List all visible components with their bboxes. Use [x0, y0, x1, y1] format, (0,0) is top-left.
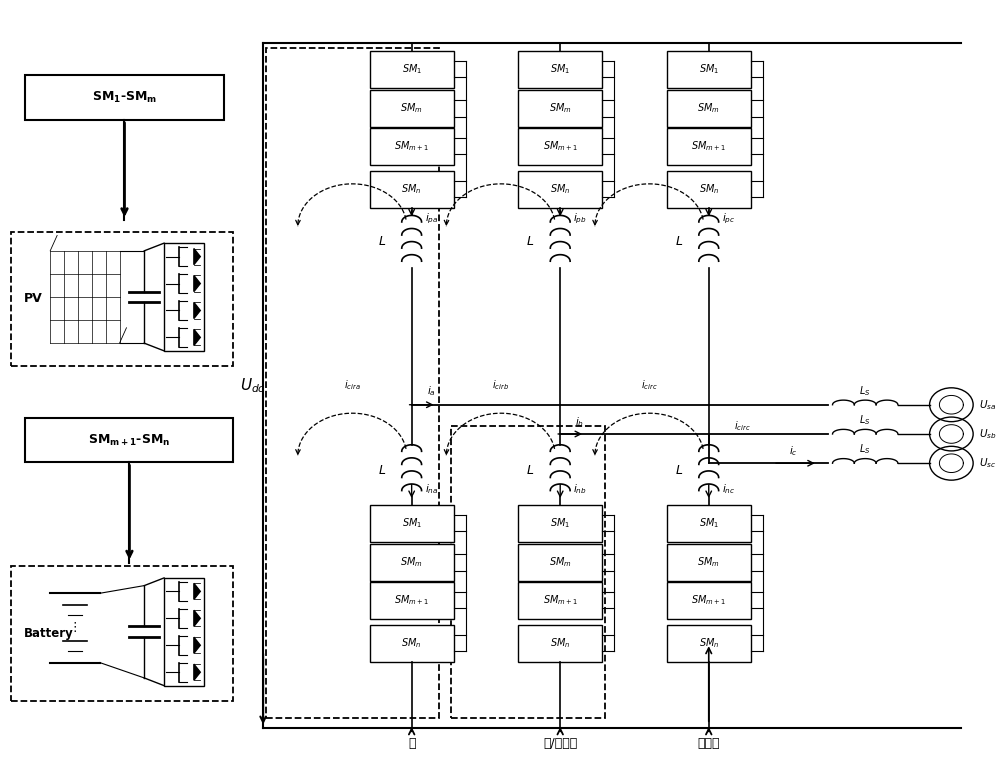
- Bar: [667, 505, 751, 542]
- Text: $i_a$: $i_a$: [427, 384, 436, 398]
- Bar: [370, 90, 454, 127]
- Text: $SM_m$: $SM_m$: [697, 556, 720, 570]
- Text: $SM_n$: $SM_n$: [699, 636, 719, 650]
- Polygon shape: [194, 302, 200, 318]
- Text: $L_S$: $L_S$: [859, 384, 871, 398]
- Text: $i_{nc}$: $i_{nc}$: [722, 483, 735, 497]
- Text: $\mathbf{SM_1}$-$\mathbf{SM_m}$: $\mathbf{SM_1}$-$\mathbf{SM_m}$: [92, 90, 157, 105]
- Text: $L$: $L$: [526, 464, 535, 477]
- Polygon shape: [194, 637, 200, 653]
- Text: $SM_n$: $SM_n$: [401, 183, 422, 196]
- Text: $SM_n$: $SM_n$: [699, 183, 719, 196]
- Bar: [11, 567, 233, 701]
- Text: 相: 相: [408, 737, 415, 750]
- Bar: [667, 128, 751, 165]
- Bar: [25, 76, 224, 120]
- Polygon shape: [194, 329, 200, 345]
- Text: $SM_{m+1}$: $SM_{m+1}$: [394, 594, 429, 607]
- Text: PV: PV: [23, 292, 42, 305]
- Polygon shape: [194, 610, 200, 626]
- Text: $SM_1$: $SM_1$: [550, 62, 570, 76]
- Text: $SM_m$: $SM_m$: [400, 556, 423, 570]
- Text: $SM_m$: $SM_m$: [549, 556, 572, 570]
- Text: $U_{sa}$: $U_{sa}$: [979, 398, 996, 412]
- Text: $L_S$: $L_S$: [859, 413, 871, 427]
- Text: $i_{circ}$: $i_{circ}$: [641, 379, 658, 392]
- Text: $L$: $L$: [526, 235, 535, 248]
- Polygon shape: [194, 248, 200, 264]
- Text: $U_{dc}$: $U_{dc}$: [240, 376, 266, 395]
- Text: $i_{cira}$: $i_{cira}$: [344, 379, 361, 392]
- Text: $i_{circ}$: $i_{circ}$: [734, 419, 750, 433]
- Bar: [164, 578, 204, 685]
- Text: $SM_n$: $SM_n$: [401, 636, 422, 650]
- Text: $i_{nb}$: $i_{nb}$: [573, 483, 587, 497]
- Text: 子模块: 子模块: [697, 737, 720, 750]
- Text: $SM_1$: $SM_1$: [402, 517, 422, 530]
- Bar: [518, 90, 602, 127]
- Text: $SM_1$: $SM_1$: [699, 517, 719, 530]
- Bar: [518, 582, 602, 618]
- Text: $SM_m$: $SM_m$: [400, 102, 423, 116]
- Text: ⋮: ⋮: [69, 621, 81, 635]
- Bar: [370, 625, 454, 662]
- Bar: [25, 418, 233, 463]
- Bar: [667, 544, 751, 581]
- Bar: [11, 231, 233, 366]
- Text: $SM_{m+1}$: $SM_{m+1}$: [543, 594, 578, 607]
- Bar: [266, 49, 439, 718]
- Text: $i_{pb}$: $i_{pb}$: [573, 212, 587, 227]
- Bar: [518, 51, 602, 88]
- Bar: [370, 582, 454, 618]
- Text: $SM_1$: $SM_1$: [550, 517, 570, 530]
- Text: $i_c$: $i_c$: [789, 444, 797, 458]
- Bar: [667, 171, 751, 207]
- Bar: [667, 625, 751, 662]
- Bar: [370, 544, 454, 581]
- Text: $U_{sb}$: $U_{sb}$: [979, 427, 997, 441]
- Bar: [370, 171, 454, 207]
- Bar: [164, 243, 204, 351]
- Text: $i_{na}$: $i_{na}$: [425, 483, 438, 497]
- Text: $SM_n$: $SM_n$: [550, 636, 570, 650]
- Bar: [370, 128, 454, 165]
- Text: 上/下桥臂: 上/下桥臂: [543, 737, 577, 750]
- Bar: [518, 505, 602, 542]
- Bar: [667, 582, 751, 618]
- Text: $SM_m$: $SM_m$: [549, 102, 572, 116]
- Text: $SM_{m+1}$: $SM_{m+1}$: [691, 140, 726, 153]
- Text: $SM_{m+1}$: $SM_{m+1}$: [691, 594, 726, 607]
- Bar: [667, 90, 751, 127]
- Text: $i_{pc}$: $i_{pc}$: [722, 212, 735, 227]
- Text: $\mathbf{SM_{m+1}}$-$\mathbf{SM_n}$: $\mathbf{SM_{m+1}}$-$\mathbf{SM_n}$: [88, 433, 171, 448]
- Text: $SM_{m+1}$: $SM_{m+1}$: [543, 140, 578, 153]
- Text: $L$: $L$: [675, 464, 683, 477]
- Bar: [370, 505, 454, 542]
- Text: $U_{sc}$: $U_{sc}$: [979, 456, 996, 470]
- Text: $i_{cirb}$: $i_{cirb}$: [492, 379, 509, 392]
- Text: $L$: $L$: [378, 235, 386, 248]
- Text: $SM_n$: $SM_n$: [550, 183, 570, 196]
- Polygon shape: [194, 584, 200, 599]
- Polygon shape: [194, 275, 200, 291]
- Text: $SM_1$: $SM_1$: [402, 62, 422, 76]
- Bar: [518, 171, 602, 207]
- Bar: [518, 625, 602, 662]
- Text: Battery: Battery: [23, 627, 73, 640]
- Text: $i_{pa}$: $i_{pa}$: [425, 212, 438, 227]
- Text: $L$: $L$: [675, 235, 683, 248]
- Bar: [518, 544, 602, 581]
- Polygon shape: [194, 664, 200, 680]
- Bar: [451, 426, 605, 718]
- Text: $SM_m$: $SM_m$: [697, 102, 720, 116]
- Bar: [518, 128, 602, 165]
- Bar: [667, 51, 751, 88]
- Text: $L$: $L$: [378, 464, 386, 477]
- Text: $SM_1$: $SM_1$: [699, 62, 719, 76]
- Text: $SM_{m+1}$: $SM_{m+1}$: [394, 140, 429, 153]
- Text: $L_S$: $L_S$: [859, 443, 871, 456]
- Bar: [370, 51, 454, 88]
- Text: $i_b$: $i_b$: [575, 415, 585, 429]
